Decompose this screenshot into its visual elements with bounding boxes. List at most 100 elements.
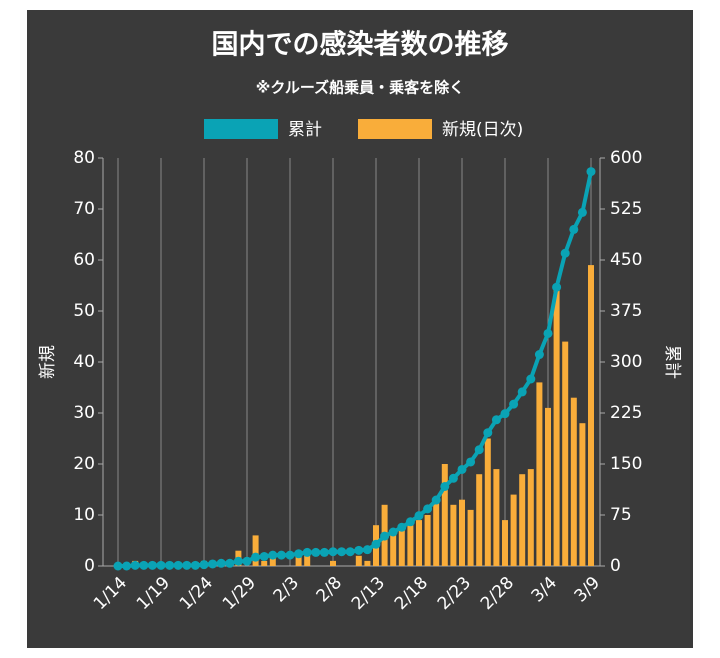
bar xyxy=(536,382,543,566)
bar xyxy=(519,474,526,566)
bar xyxy=(484,438,491,566)
point xyxy=(319,547,329,557)
point xyxy=(466,457,476,467)
y2-tick-label: 525 xyxy=(610,199,642,219)
y2-axis-label: 累計 xyxy=(662,345,682,379)
bar xyxy=(295,555,302,566)
bar xyxy=(398,530,405,566)
point xyxy=(259,551,269,561)
y-tick-label: 50 xyxy=(73,301,95,321)
bar xyxy=(390,535,397,566)
y2-tick-label: 300 xyxy=(610,352,642,372)
y-tick-label: 80 xyxy=(73,148,95,168)
bar xyxy=(502,520,508,566)
legend-swatch xyxy=(204,119,278,139)
point xyxy=(388,527,398,537)
y2-tick-label: 375 xyxy=(610,301,642,321)
point xyxy=(517,387,527,397)
point xyxy=(560,248,570,258)
bar xyxy=(304,555,311,566)
y-tick-label: 20 xyxy=(73,454,95,474)
point xyxy=(431,495,441,505)
y-tick-label: 30 xyxy=(73,403,95,423)
point xyxy=(457,464,467,474)
point xyxy=(302,547,312,557)
point xyxy=(526,374,536,384)
y-tick-label: 60 xyxy=(73,250,95,270)
bar xyxy=(416,520,422,566)
point xyxy=(216,558,226,568)
bar xyxy=(493,469,500,566)
point xyxy=(569,224,579,234)
point xyxy=(337,547,347,557)
point xyxy=(440,481,450,491)
y2-tick-label: 0 xyxy=(610,556,621,576)
point xyxy=(199,560,209,570)
bar xyxy=(510,494,517,566)
point xyxy=(405,517,415,527)
bar xyxy=(545,407,551,566)
bar xyxy=(261,560,268,566)
y-tick-label: 40 xyxy=(73,352,95,372)
point xyxy=(130,560,140,570)
legend-label: 累計 xyxy=(288,120,322,140)
point xyxy=(500,409,510,419)
y-axis-label: 新規 xyxy=(38,345,58,379)
point xyxy=(414,511,424,521)
point xyxy=(165,560,175,570)
bar xyxy=(433,499,440,566)
point xyxy=(552,282,562,292)
point xyxy=(543,328,553,338)
bar xyxy=(579,423,586,566)
bar xyxy=(364,560,371,566)
point xyxy=(147,560,157,570)
point xyxy=(577,207,587,217)
point xyxy=(491,415,501,425)
y-tick-label: 70 xyxy=(73,199,95,219)
point xyxy=(328,547,338,557)
point xyxy=(225,558,235,568)
y2-tick-label: 225 xyxy=(610,403,642,423)
chart-subtitle: ※クルーズ船乗員・乗客を除く xyxy=(256,79,464,97)
legend-label: 新規(日次) xyxy=(442,120,523,140)
bar xyxy=(355,555,362,566)
point xyxy=(534,350,544,360)
point xyxy=(483,428,493,438)
bar xyxy=(407,525,414,566)
point xyxy=(311,547,321,557)
y-tick-label: 0 xyxy=(84,556,95,576)
point xyxy=(242,556,252,566)
point xyxy=(182,560,192,570)
point xyxy=(251,552,261,562)
point xyxy=(122,561,132,571)
point xyxy=(139,560,149,570)
y2-tick-label: 450 xyxy=(610,250,642,270)
bar xyxy=(570,397,577,566)
chart-title: 国内での感染者数の推移 xyxy=(212,29,509,61)
point xyxy=(156,560,166,570)
bar xyxy=(441,464,448,566)
point xyxy=(345,547,355,557)
point xyxy=(276,550,286,560)
point xyxy=(285,550,295,560)
bar xyxy=(527,469,534,566)
bar xyxy=(450,504,457,566)
legend-swatch xyxy=(358,119,432,139)
y2-tick-label: 75 xyxy=(610,505,632,525)
point xyxy=(268,550,278,560)
bar xyxy=(588,265,594,566)
bar xyxy=(562,341,569,566)
point xyxy=(208,559,218,569)
point xyxy=(586,167,596,177)
bar xyxy=(467,509,474,566)
bar xyxy=(476,474,483,566)
point xyxy=(371,539,381,549)
point xyxy=(173,560,183,570)
bar xyxy=(459,499,465,566)
point xyxy=(233,556,243,566)
y2-tick-label: 150 xyxy=(610,454,642,474)
bar xyxy=(553,290,560,566)
point xyxy=(397,522,407,532)
